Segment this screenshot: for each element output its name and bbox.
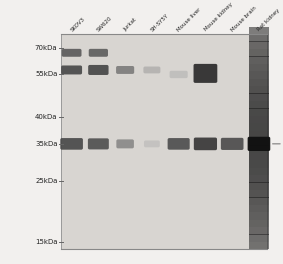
FancyBboxPatch shape xyxy=(249,93,269,101)
FancyBboxPatch shape xyxy=(249,123,269,131)
FancyBboxPatch shape xyxy=(88,138,109,149)
FancyBboxPatch shape xyxy=(249,130,269,138)
FancyBboxPatch shape xyxy=(249,101,269,109)
FancyBboxPatch shape xyxy=(249,153,269,161)
FancyBboxPatch shape xyxy=(168,138,190,150)
Text: SW620: SW620 xyxy=(96,15,113,32)
FancyBboxPatch shape xyxy=(249,190,269,197)
Text: 40kDa: 40kDa xyxy=(35,115,57,120)
Text: Mouse kidney: Mouse kidney xyxy=(203,2,233,32)
FancyBboxPatch shape xyxy=(248,137,270,151)
Text: 25kDa: 25kDa xyxy=(35,178,57,184)
FancyBboxPatch shape xyxy=(249,64,269,72)
FancyBboxPatch shape xyxy=(194,64,217,83)
FancyBboxPatch shape xyxy=(249,138,269,146)
FancyBboxPatch shape xyxy=(249,227,269,235)
FancyBboxPatch shape xyxy=(249,242,269,249)
FancyBboxPatch shape xyxy=(249,27,269,34)
FancyBboxPatch shape xyxy=(249,175,269,183)
Text: Mouse brain: Mouse brain xyxy=(230,5,258,32)
FancyBboxPatch shape xyxy=(116,139,134,148)
FancyBboxPatch shape xyxy=(249,182,269,190)
FancyBboxPatch shape xyxy=(60,138,83,150)
Text: IMPA1: IMPA1 xyxy=(273,139,283,148)
FancyBboxPatch shape xyxy=(249,197,269,205)
FancyBboxPatch shape xyxy=(144,140,160,147)
Text: SKOV3: SKOV3 xyxy=(70,16,86,32)
FancyBboxPatch shape xyxy=(249,160,269,168)
FancyBboxPatch shape xyxy=(249,116,269,123)
FancyBboxPatch shape xyxy=(249,34,269,42)
FancyBboxPatch shape xyxy=(249,234,269,242)
FancyBboxPatch shape xyxy=(249,220,269,227)
Text: 55kDa: 55kDa xyxy=(35,71,57,77)
FancyBboxPatch shape xyxy=(170,71,188,78)
FancyBboxPatch shape xyxy=(89,49,108,57)
FancyBboxPatch shape xyxy=(61,34,267,249)
FancyBboxPatch shape xyxy=(249,49,269,56)
Text: 35kDa: 35kDa xyxy=(35,141,57,147)
FancyBboxPatch shape xyxy=(249,168,269,175)
Text: Rat kidney: Rat kidney xyxy=(257,8,281,32)
FancyBboxPatch shape xyxy=(249,41,269,49)
FancyBboxPatch shape xyxy=(249,86,269,94)
FancyBboxPatch shape xyxy=(249,108,269,116)
Text: Mouse liver: Mouse liver xyxy=(177,7,202,32)
Text: 70kDa: 70kDa xyxy=(35,45,57,50)
FancyBboxPatch shape xyxy=(249,212,269,220)
Text: 15kDa: 15kDa xyxy=(35,239,57,245)
FancyBboxPatch shape xyxy=(221,138,243,150)
FancyBboxPatch shape xyxy=(116,66,134,74)
FancyBboxPatch shape xyxy=(62,49,82,57)
FancyBboxPatch shape xyxy=(194,138,217,150)
FancyBboxPatch shape xyxy=(61,65,82,74)
Text: SH-SY5Y: SH-SY5Y xyxy=(150,12,170,32)
FancyBboxPatch shape xyxy=(249,56,269,64)
FancyBboxPatch shape xyxy=(249,205,269,212)
FancyBboxPatch shape xyxy=(249,145,269,153)
FancyBboxPatch shape xyxy=(143,67,160,73)
FancyBboxPatch shape xyxy=(88,65,109,75)
FancyBboxPatch shape xyxy=(249,71,269,79)
FancyBboxPatch shape xyxy=(249,79,269,86)
Text: Jurkat: Jurkat xyxy=(123,17,138,32)
